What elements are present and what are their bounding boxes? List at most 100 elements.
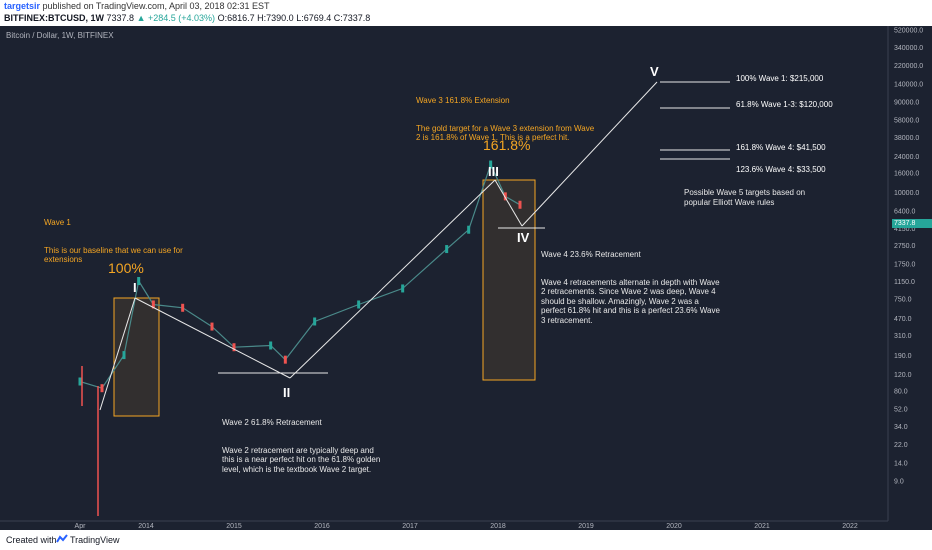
- y-tick-label: 470.0: [894, 316, 912, 323]
- y-tick-label: 4150.0: [894, 226, 916, 233]
- price-candle: [283, 355, 287, 364]
- price-candle: [467, 225, 471, 234]
- price-candle: [445, 245, 449, 254]
- wave1-text: This is our baseline that we can use for…: [44, 245, 183, 265]
- published-text: published on TradingView.com, April 03, …: [42, 1, 270, 11]
- wave4-note: Wave 4 23.6% Retracement Wave 4 retracem…: [541, 240, 723, 335]
- pct-100-label: 100%: [108, 260, 144, 276]
- chart-canvas[interactable]: 520000.0 340000.0 220000.0 140000.0 90000.0 5…: [0, 26, 932, 530]
- price-change: +284.5 (+4.03%): [148, 13, 216, 23]
- wave3-title: Wave 3 161.8% Extension: [416, 95, 510, 105]
- x-tick-label: 2015: [226, 523, 242, 530]
- y-tick-label: 190.0: [894, 353, 912, 360]
- wave-line-1-2: [134, 297, 291, 379]
- target-100: 100% Wave 1: $215,000: [736, 74, 824, 83]
- wave-label-v: V: [650, 64, 659, 79]
- symbol-name: BITFINEX:BTCUSD, 1W: [4, 13, 104, 23]
- price-candle: [489, 160, 493, 169]
- price-candle: [122, 351, 126, 360]
- ohlc-high: H:7390.0: [257, 13, 294, 23]
- x-tick-label: 2020: [666, 523, 682, 530]
- wave-line-0-1: [99, 297, 136, 411]
- wave4-text: Wave 4 retracements alternate in depth w…: [541, 277, 720, 325]
- wave2-note: Wave 2 61.8% Retracement Wave 2 retracem…: [222, 408, 382, 484]
- wave5-note: Possible Wave 5 targets based on popular…: [684, 188, 806, 207]
- price-line: [79, 162, 521, 389]
- wave1-title: Wave 1: [44, 217, 71, 227]
- y-tick-label: 10000.0: [894, 190, 919, 197]
- last-price-tag: 7337.8: [892, 219, 932, 228]
- wave-label-ii: II: [283, 385, 291, 400]
- x-tick-label: 2019: [578, 523, 594, 530]
- x-tick-label: 2016: [314, 523, 330, 530]
- wave-line-3-4: [494, 179, 523, 227]
- x-tick-label: 2022: [842, 523, 858, 530]
- y-tick-label: 340000.0: [894, 45, 923, 52]
- wave4-title: Wave 4 23.6% Retracement: [541, 249, 641, 259]
- wave1-box: [113, 297, 160, 417]
- price-candle: [269, 341, 273, 350]
- price-candle: [518, 200, 522, 209]
- y-tick-label: 80.0: [894, 389, 908, 396]
- price-candle: [232, 343, 236, 352]
- y-tick-label: 2750.0: [894, 243, 916, 250]
- target-618: 61.8% Wave 1-3: $120,000: [736, 100, 833, 109]
- wave-label-iii: III: [488, 164, 499, 179]
- wave3-text: The gold target for a Wave 3 extension f…: [416, 123, 595, 143]
- x-tick-label: 2021: [754, 523, 770, 530]
- price-candle: [313, 317, 317, 326]
- y-tick-label: 6400.0: [894, 208, 916, 215]
- y-tick-label: 34.0: [894, 424, 908, 431]
- price-candle: [401, 284, 405, 293]
- price-candle: [181, 303, 185, 312]
- y-tick-label: 310.0: [894, 333, 912, 340]
- ohlc-open: O:6816.7: [217, 13, 255, 23]
- ohlc-low: L:6769.4: [296, 13, 332, 23]
- wave1-note: Wave 1 This is our baseline that we can …: [44, 208, 214, 274]
- price-candle: [210, 322, 214, 331]
- price-candle: [100, 384, 104, 393]
- price-candle: [503, 192, 507, 201]
- ohlc-close: C:7337.8: [333, 13, 371, 23]
- y-tick-label: 220000.0: [894, 63, 923, 70]
- price-candle: [137, 277, 141, 286]
- pct-161-label: 161.8%: [483, 137, 531, 153]
- wave2-text: Wave 2 retracement are typically deep an…: [222, 445, 381, 474]
- y-tick-label: 1150.0: [894, 279, 915, 286]
- wave3-note: Wave 3 161.8% Extension The gold target …: [416, 86, 598, 152]
- y-tick-label: 140000.0: [894, 81, 923, 88]
- wave-line-2-3: [289, 179, 496, 379]
- wave-label-i: I: [133, 280, 137, 295]
- publish-line: targetsir published on TradingView.com, …: [4, 1, 270, 11]
- y-tick-label: 1750.0: [894, 262, 916, 269]
- x-tick-label: 2018: [490, 523, 506, 530]
- y-tick-label: 14.0: [894, 460, 908, 467]
- symbol-line: BITFINEX:BTCUSD, 1W 7337.8 ▲ +284.5 (+4.…: [4, 13, 370, 23]
- y-tick-label: 52.0: [894, 406, 908, 413]
- tradingview-logo-icon: [56, 534, 68, 543]
- wave3-box: [482, 179, 536, 381]
- x-tick-label: 2017: [402, 523, 418, 530]
- price-candle: [151, 300, 155, 309]
- tradingview-brand[interactable]: TradingView: [70, 535, 120, 545]
- y-tick-label: 120.0: [894, 372, 912, 379]
- price-candle: [357, 300, 361, 309]
- wave-line-4-5: [521, 81, 658, 227]
- target-1618: 161.8% Wave 4: $41,500: [736, 143, 826, 152]
- y-tick-label: 22.0: [894, 442, 908, 449]
- up-arrow-icon: ▲: [136, 13, 146, 23]
- price-candle: [78, 377, 82, 386]
- chart-title: Bitcoin / Dollar, 1W, BITFINEX: [6, 31, 114, 40]
- y-tick-label: 9.0: [894, 479, 904, 486]
- x-tick-label: Apr: [75, 523, 87, 530]
- target-1236: 123.6% Wave 4: $33,500: [736, 165, 826, 174]
- y-tick-label: 90000.0: [894, 100, 919, 107]
- created-with-text: Created with: [6, 535, 57, 545]
- x-tick-label: 2014: [138, 523, 154, 530]
- wave2-title: Wave 2 61.8% Retracement: [222, 417, 322, 427]
- chart-panel[interactable]: 520000.0 340000.0 220000.0 140000.0 90000.0 5…: [0, 26, 932, 530]
- y-tick-label: 38000.0: [894, 135, 919, 142]
- publish-header: targetsir published on TradingView.com, …: [0, 0, 932, 26]
- author-link[interactable]: targetsir: [4, 1, 41, 11]
- footer: Created with TradingView: [0, 530, 932, 550]
